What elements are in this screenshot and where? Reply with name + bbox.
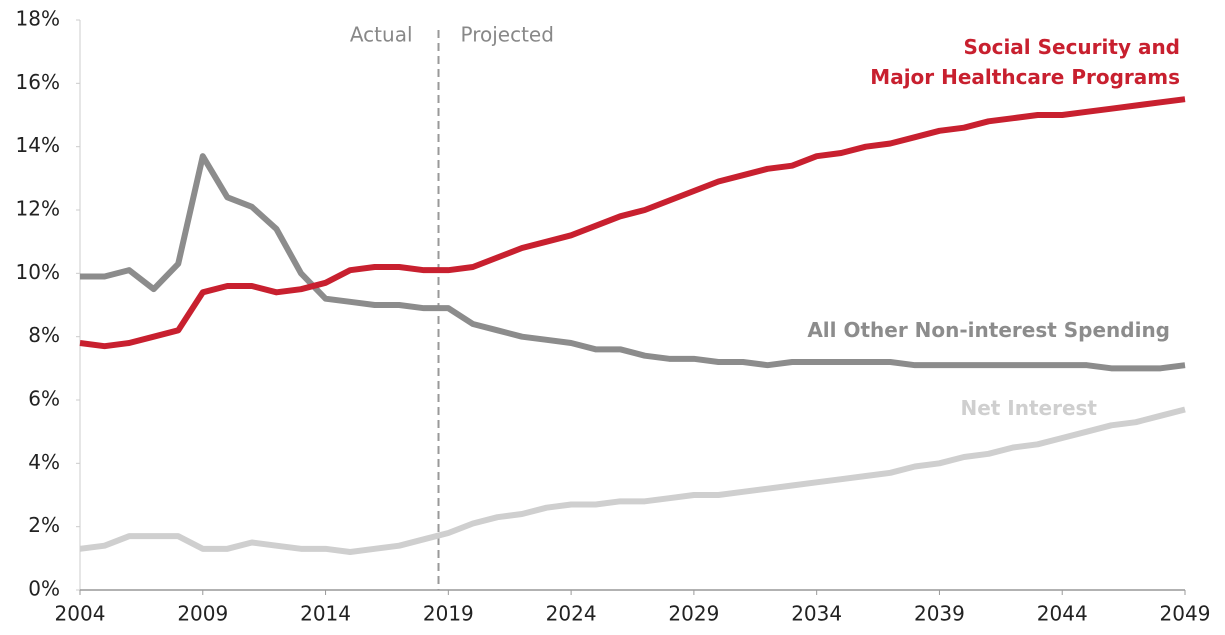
divider-label: Actual — [350, 23, 413, 47]
y-tick-label: 18% — [16, 7, 60, 31]
x-tick-label: 2019 — [423, 602, 474, 626]
x-tick-label: 2004 — [55, 602, 106, 626]
y-tick-label: 0% — [28, 577, 60, 601]
series-label: Social Security and Major Healthcare Pro… — [870, 35, 1180, 89]
series-label: All Other Non-interest Spending — [807, 318, 1170, 342]
x-tick-label: 2044 — [1037, 602, 1088, 626]
y-tick-label: 6% — [28, 387, 60, 411]
y-tick-label: 10% — [16, 260, 60, 284]
x-tick-label: 2009 — [177, 602, 228, 626]
y-tick-label: 2% — [28, 513, 60, 537]
divider-label: Projected — [461, 23, 554, 47]
x-tick-label: 2039 — [914, 602, 965, 626]
series-line — [79, 96, 1186, 350]
x-tick-label: 2029 — [668, 602, 719, 626]
x-tick-label: 2049 — [1160, 602, 1211, 626]
series-line — [79, 406, 1186, 555]
series-label: Net Interest — [960, 396, 1097, 420]
x-tick-label: 2024 — [546, 602, 597, 626]
y-tick-label: 4% — [28, 450, 60, 474]
y-tick-label: 14% — [16, 133, 60, 157]
y-tick-label: 8% — [28, 323, 60, 347]
y-tick-label: 12% — [16, 197, 60, 221]
x-tick-label: 2034 — [791, 602, 842, 626]
y-tick-label: 16% — [16, 70, 60, 94]
series-line — [80, 153, 1186, 372]
x-tick-label: 2014 — [300, 602, 351, 626]
